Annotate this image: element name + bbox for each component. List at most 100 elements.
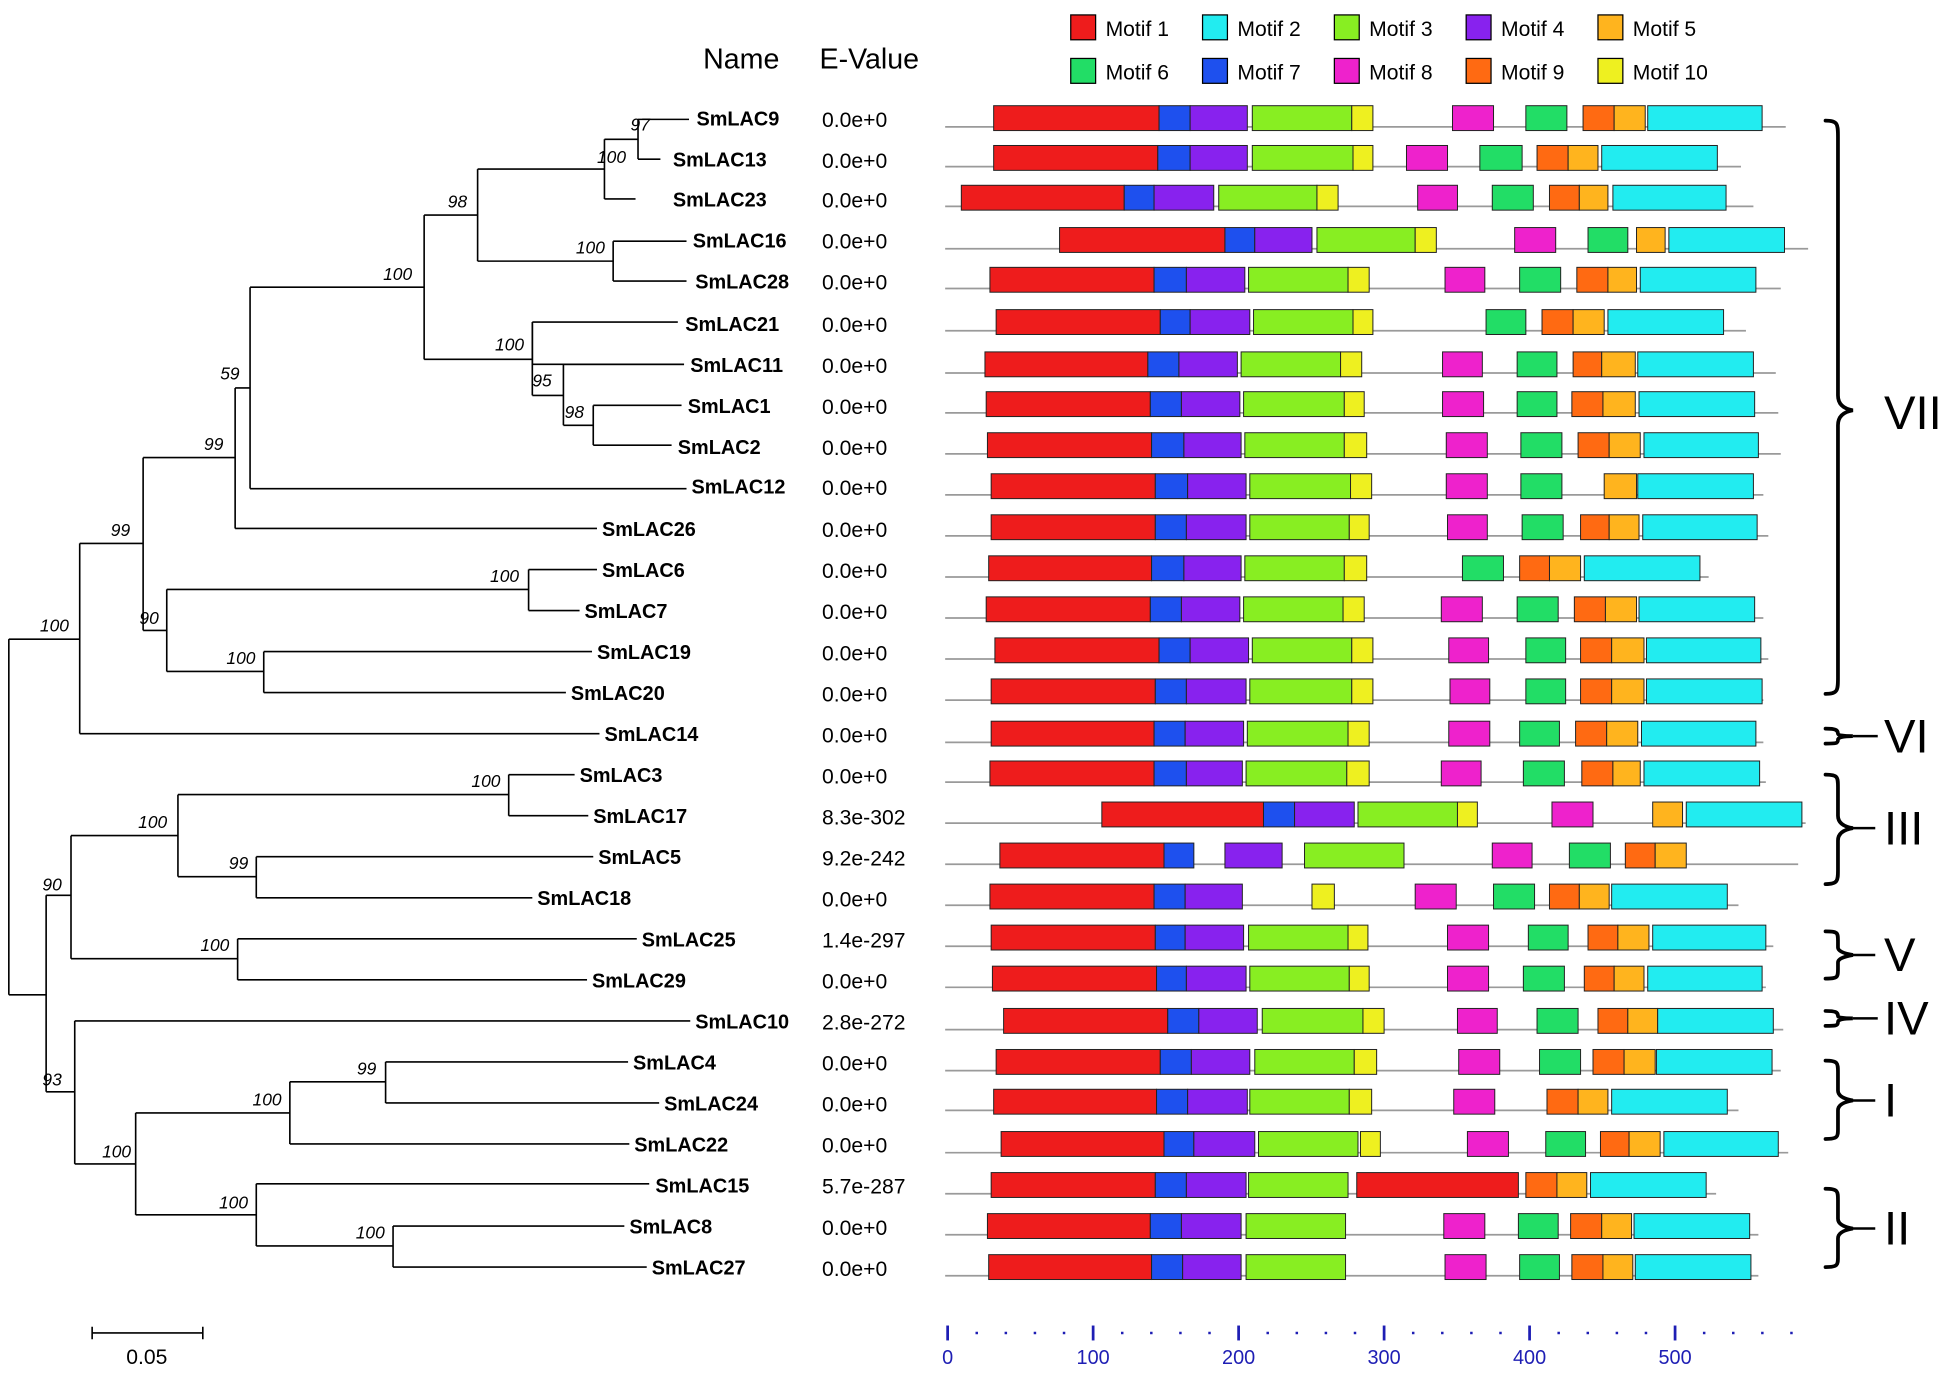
motif-3-block: [1245, 760, 1348, 787]
legend-label-motif-9: Motif 9: [1501, 62, 1564, 85]
motif-10-block: [1353, 1048, 1378, 1075]
motif-track: [945, 1254, 1759, 1281]
motif-2-block: [1642, 514, 1758, 541]
bootstrap-value: 99: [357, 1058, 377, 1078]
gene-name: SmLAC9: [696, 109, 779, 131]
gene-name-labels: SmLAC9 SmLAC13 SmLAC23 SmLAC16 SmLAC28 S…: [537, 109, 789, 1280]
evalue: 0.0e+0: [822, 314, 887, 337]
bracket-group-iv: [1823, 1009, 1853, 1028]
evalue: 0.0e+0: [822, 683, 887, 706]
motif-2-block: [1601, 144, 1718, 171]
bootstrap-value: 90: [139, 608, 159, 628]
axis-tick-label: 500: [1658, 1347, 1691, 1369]
motif-7-block: [1159, 1048, 1192, 1075]
bootstrap-labels: 97 100 98 100 100 100 95 98 59 99 99 100…: [40, 115, 651, 1243]
group-brackets: [1823, 118, 1854, 1269]
motif-track: [945, 883, 1739, 910]
motif-1-block: [989, 760, 1155, 787]
motif-6-block: [1520, 432, 1563, 459]
motif-5-block: [1606, 720, 1639, 747]
motif-9-block: [1546, 1088, 1579, 1115]
bootstrap-value: 98: [565, 402, 585, 422]
motif-6-block: [1493, 883, 1536, 910]
motif-5-block: [1603, 473, 1638, 500]
bracket-group-i: [1823, 1058, 1854, 1141]
motif-track: [945, 473, 1764, 500]
motif-9-block: [1571, 391, 1604, 418]
motif-4-block: [1183, 555, 1242, 582]
motif-track: [945, 720, 1764, 747]
motif-3-block: [1243, 391, 1345, 418]
motif-5-block: [1602, 391, 1636, 418]
motif-5-block: [1652, 801, 1684, 828]
motif-6-block: [1568, 842, 1611, 869]
motif-5-block: [1572, 309, 1605, 335]
motif-6-block: [1522, 965, 1565, 992]
motif-1-block: [990, 924, 1156, 951]
motif-1-block: [1059, 227, 1226, 253]
motif-6-block: [1461, 555, 1504, 582]
legend-label-motif-3: Motif 3: [1369, 18, 1432, 41]
motif-10-block: [1343, 391, 1365, 418]
motif-6-block: [1522, 760, 1565, 787]
motif-4-block: [1183, 432, 1242, 459]
evalue: 0.0e+0: [822, 765, 887, 788]
evalue: 0.0e+0: [822, 231, 887, 254]
motif-8-block: [1466, 1131, 1509, 1157]
evalue: 0.0e+0: [822, 888, 887, 911]
motif-2-block: [1612, 184, 1727, 211]
bootstrap-value: 100: [200, 935, 229, 955]
bootstrap-value: 99: [204, 434, 224, 454]
axis-tick-label: 400: [1513, 1347, 1546, 1369]
gene-name: SmLAC11: [690, 355, 783, 377]
motif-track: [945, 1088, 1739, 1115]
legend-swatch-motif-9: [1465, 57, 1492, 84]
bootstrap-value: 100: [102, 1142, 131, 1162]
motif-5-block: [1636, 227, 1666, 253]
motif-8-block: [1414, 883, 1457, 910]
bracket-group-iii: [1823, 772, 1854, 886]
motif-7-block: [1159, 309, 1191, 335]
motif-2-block: [1657, 1007, 1774, 1034]
motif-10-block: [1456, 801, 1478, 828]
gene-name: SmLAC6: [602, 560, 685, 582]
motif-2-block: [1643, 432, 1759, 459]
motif-track: [945, 391, 1779, 418]
motif-5-block: [1611, 637, 1645, 664]
gene-name: SmLAC26: [602, 519, 696, 541]
gene-name: SmLAC7: [585, 601, 668, 623]
motif-4-block: [1180, 1213, 1242, 1239]
group-label-vi: VI: [1884, 710, 1929, 763]
motif-5-block: [1567, 144, 1599, 171]
motif-2-block: [1637, 473, 1754, 500]
motif-3-block: [1258, 1131, 1359, 1157]
motif-1-block: [990, 473, 1156, 500]
motif-1-block: [960, 184, 1125, 211]
motif-7-block: [1163, 842, 1195, 869]
bootstrap-value: 59: [220, 363, 240, 383]
gene-name: SmLAC8: [629, 1217, 712, 1239]
gene-name: SmLAC20: [571, 683, 665, 705]
evalue: 0.0e+0: [822, 1135, 887, 1158]
motif-1-block: [990, 678, 1156, 705]
bootstrap-value: 100: [490, 566, 519, 586]
motif-4-block: [1187, 1088, 1248, 1115]
gene-name: SmLAC5: [598, 847, 681, 869]
motif-track: [945, 555, 1709, 582]
motif-8-block: [1453, 1088, 1496, 1115]
motif-8-block: [1443, 1213, 1486, 1239]
motif-9-block: [1597, 1007, 1629, 1034]
evalue: 0.0e+0: [822, 601, 887, 624]
motif-5-block: [1601, 1213, 1633, 1239]
motif-5-block: [1611, 678, 1645, 705]
motif-5-block: [1578, 883, 1610, 910]
gene-name: SmLAC2: [678, 437, 761, 459]
motif-1-block: [1000, 1131, 1165, 1157]
motif-1-block: [999, 842, 1165, 869]
group-tick-lines: [1852, 734, 1878, 1230]
motif-5-block: [1577, 1088, 1609, 1115]
motif-tracks: [945, 105, 1809, 1281]
motif-3-block: [1254, 1048, 1355, 1075]
motif-1-block: [986, 432, 1153, 459]
motif-2-block: [1639, 266, 1757, 293]
